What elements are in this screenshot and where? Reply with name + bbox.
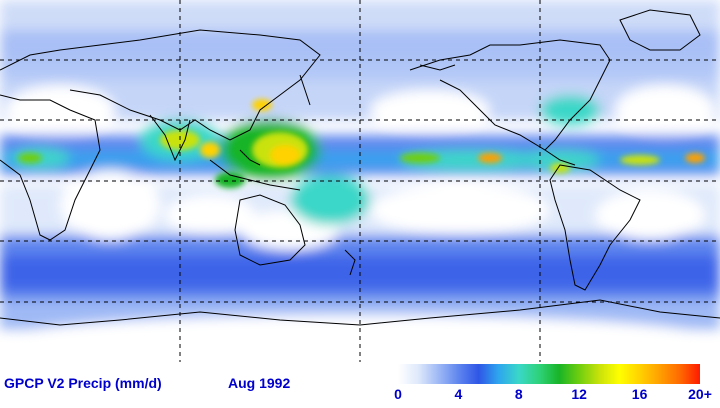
color-scale-bar bbox=[398, 364, 700, 384]
graticule bbox=[0, 0, 720, 362]
color-scale-tick: 20+ bbox=[688, 386, 712, 402]
color-scale-tick: 12 bbox=[571, 386, 587, 402]
color-scale-tick: 4 bbox=[454, 386, 463, 402]
color-scale-tick: 16 bbox=[631, 386, 648, 402]
color-scale-tick: 8 bbox=[514, 386, 523, 402]
map-date: Aug 1992 bbox=[228, 375, 291, 391]
precipitation-map bbox=[0, 0, 720, 362]
map-title: GPCP V2 Precip (mm/d) bbox=[4, 375, 162, 391]
color-scale-tick: 0 bbox=[394, 386, 402, 402]
coastlines bbox=[0, 9, 720, 326]
